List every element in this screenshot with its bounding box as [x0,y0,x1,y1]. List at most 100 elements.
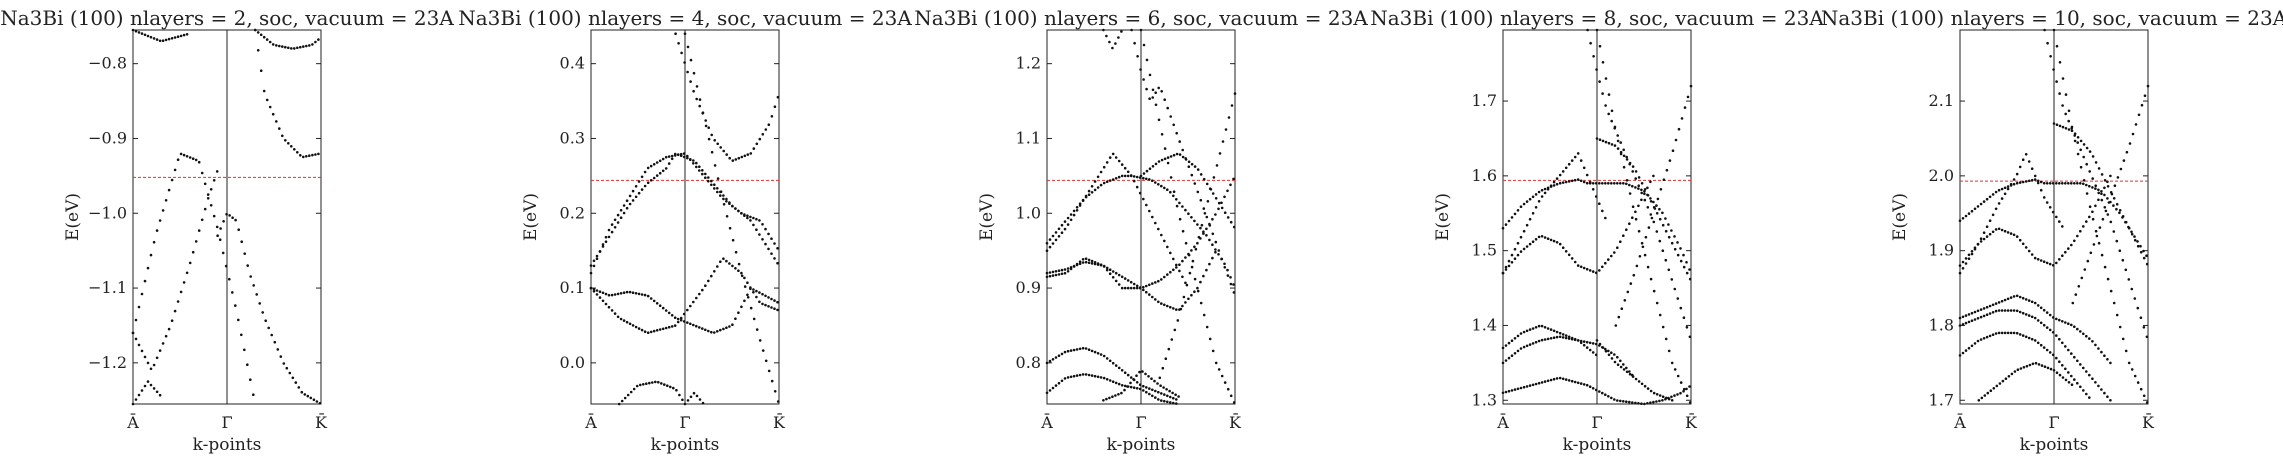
band-point [1604,104,1607,107]
band-point [1522,385,1526,389]
band-point [302,45,305,48]
y-axis-label: E(eV) [1433,193,1453,241]
band-point [1616,182,1619,185]
band-point [2101,217,2105,221]
band-point [2127,278,2131,281]
band-point [2133,374,2137,378]
band-point [1126,385,1129,388]
band-point [1558,181,1562,185]
band-point [1196,289,1200,293]
band-point [1202,207,1206,210]
band-point [634,195,638,199]
band-point [728,226,732,230]
band-point [2033,178,2037,181]
band-point [1991,303,1995,307]
band-point [155,38,159,41]
band-point [649,297,653,300]
band-point [619,216,623,219]
x-tick-label: Ā [584,412,597,432]
band-point [1616,399,1619,402]
band-point [1108,272,1112,276]
band-point [1628,370,1631,373]
band-point [683,61,686,64]
band-point [1151,394,1154,398]
band-point [710,150,714,154]
band-point [634,325,638,329]
band-point [1555,377,1559,380]
band-point [1151,388,1154,392]
band-point [764,303,767,307]
band-point [1594,182,1598,185]
band-point [1223,266,1227,269]
band-point [1982,337,1986,340]
band-point [1655,393,1659,396]
band-point [249,275,252,278]
band-point [1643,253,1647,257]
band-point [755,295,758,299]
band-point [629,390,633,394]
band-point [1220,257,1224,261]
band-point [161,39,165,42]
band-point [2143,94,2147,97]
band-point [1601,391,1604,395]
band-point [1619,141,1622,144]
band-point [1991,333,1995,337]
band-point [743,276,746,280]
band-point [2006,187,2010,191]
band-point [167,37,171,41]
band-point [1570,179,1574,183]
band-point [589,271,593,275]
band-point [1595,28,1599,32]
band-point [601,245,605,248]
band-point [707,179,710,183]
band-point [719,146,722,149]
band-point [2027,249,2031,253]
band-point [740,274,744,278]
band-point [158,393,162,397]
band-point [2024,246,2028,249]
band-point [1139,174,1143,178]
band-point [707,176,710,179]
band-point [1090,259,1094,263]
band-point [1144,372,1147,376]
band-point [1145,58,1149,62]
band-point [1081,258,1085,261]
band-point [182,33,186,37]
band-point [1184,281,1187,285]
band-point [1160,392,1163,395]
band-point [2061,182,2064,185]
band-point [1129,280,1133,284]
band-point [1601,346,1605,349]
band-point [1108,179,1112,182]
band-point [188,261,192,265]
band-point [2067,322,2070,326]
band-point [1528,197,1532,201]
band-point [1567,253,1571,257]
band-point [2043,365,2047,369]
y-tick-label: 0.2 [560,203,585,222]
band-point [1114,271,1118,275]
band-point [679,318,683,322]
band-point [1534,238,1538,241]
band-point [722,257,725,261]
band-point [1513,212,1517,216]
band-point [2009,232,2013,235]
band-point [1619,359,1622,363]
band-point [2039,188,2043,192]
band-point [673,316,677,320]
band-point [645,382,648,386]
band-point [1196,286,1199,290]
band-point [1093,374,1097,378]
band-point [616,221,620,224]
band-point [722,149,725,153]
band-point [1111,276,1115,279]
band-point [2076,136,2080,139]
band-point [701,401,705,405]
band-point [2055,44,2059,48]
band-point [2064,367,2067,371]
band-point [664,326,668,330]
band-point [2136,244,2140,248]
band-point [713,183,716,186]
band-point [1163,275,1166,279]
band-point [294,381,298,384]
